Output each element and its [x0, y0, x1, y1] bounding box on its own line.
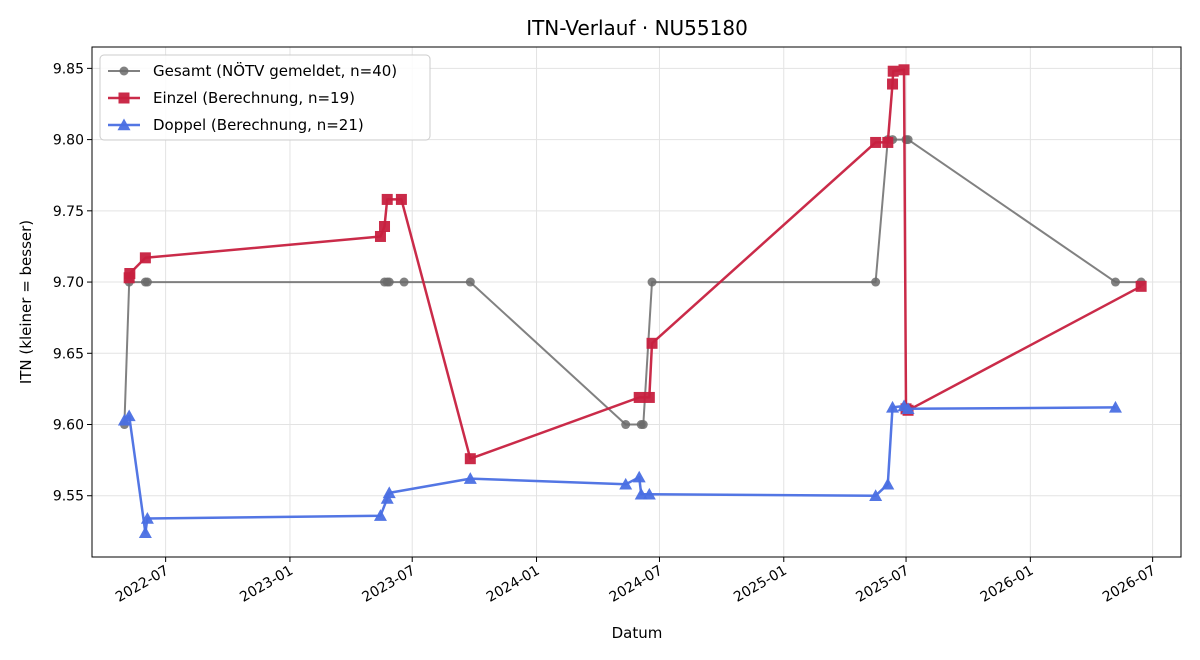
data-point-einzel [379, 220, 391, 232]
data-point-doppel [463, 472, 477, 484]
x-axis-label: Datum [612, 624, 663, 642]
data-point-doppel [901, 402, 915, 415]
data-point-gesamt [399, 277, 409, 287]
data-point-doppel [869, 489, 883, 501]
data-point-doppel [373, 509, 387, 521]
data-point-gesamt [638, 420, 648, 430]
series-doppel [117, 399, 1122, 538]
data-point-gesamt [871, 277, 881, 287]
y-axis-label: ITN (kleiner = besser) [17, 220, 35, 384]
data-point-doppel [122, 409, 136, 422]
data-point-gesamt [647, 277, 657, 287]
data-point-einzel [898, 64, 910, 76]
legend-marker-einzel [118, 92, 130, 104]
legend-marker-gesamt [119, 66, 129, 76]
legend-box [99, 54, 431, 141]
data-point-einzel [643, 391, 655, 403]
data-point-gesamt [621, 420, 631, 430]
y-axis: 9.55 9.60 9.65 9.70 9.75 9.80 9.85 [53, 61, 92, 505]
data-point-einzel [870, 136, 882, 148]
data-point-gesamt [903, 135, 913, 145]
y-tick-label: 9.75 [53, 204, 84, 220]
y-tick-label: 9.85 [53, 61, 84, 77]
data-point-einzel [887, 65, 899, 77]
data-point-einzel [124, 268, 136, 280]
data-point-doppel [619, 477, 633, 490]
y-tick-label: 9.80 [53, 133, 84, 149]
data-point-gesamt [142, 277, 152, 287]
data-point-doppel [140, 512, 154, 524]
data-point-doppel [886, 400, 900, 413]
data-point-doppel [632, 470, 646, 483]
data-point-einzel [887, 78, 899, 90]
chart-title: ITN-Verlauf · NU55180 [526, 16, 748, 40]
y-tick-label: 9.55 [53, 489, 84, 505]
data-point-gesamt [465, 277, 475, 287]
y-tick-label: 9.60 [53, 418, 84, 434]
data-point-einzel [395, 193, 407, 205]
data-point-einzel [633, 391, 645, 403]
data-point-gesamt [1110, 277, 1120, 287]
legend-label-gesamt: Gesamt (NÖTV gemeldet, n=40) [153, 61, 397, 80]
legend-label-doppel: Doppel (Berechnung, n=21) [153, 116, 364, 134]
y-tick-label: 9.70 [53, 275, 84, 291]
data-point-einzel [139, 252, 151, 264]
data-point-einzel [646, 337, 658, 349]
data-point-doppel [642, 487, 656, 500]
data-point-doppel [1108, 400, 1122, 413]
data-point-einzel [1135, 280, 1147, 292]
data-point-einzel [374, 230, 386, 242]
plot-frame [91, 46, 1182, 558]
data-point-doppel [881, 477, 895, 490]
y-tick-label: 9.65 [53, 346, 84, 362]
data-point-einzel [882, 136, 894, 148]
legend: Gesamt (NÖTV gemeldet, n=40) Einzel (Bere… [99, 54, 431, 141]
series-layer [117, 64, 1147, 538]
legend-label-einzel: Einzel (Berechnung, n=19) [153, 89, 355, 107]
data-point-einzel [464, 453, 476, 465]
data-point-gesamt [384, 277, 394, 287]
data-point-einzel [381, 193, 393, 205]
data-point-doppel [138, 526, 152, 538]
data-point-doppel [382, 486, 396, 499]
legend-marker-doppel [117, 118, 131, 131]
